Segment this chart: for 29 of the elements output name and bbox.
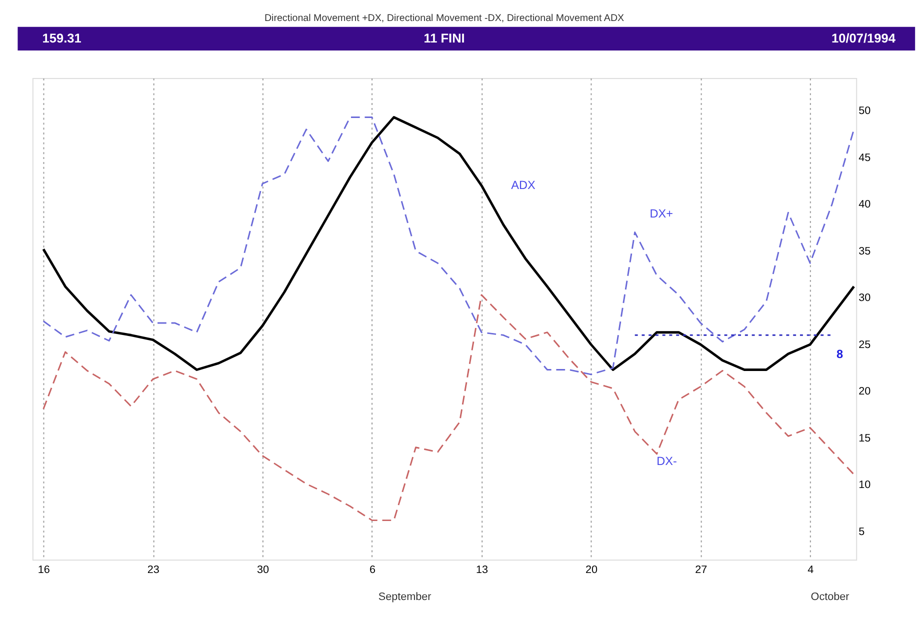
line-series [42,294,855,522]
text: 11 FINI [424,30,465,46]
y-tick-label: 40 [858,198,871,211]
y-tick-label: 25 [858,338,871,351]
x-tick-label: 4 [808,564,814,576]
annotation: DX- [656,455,677,468]
y-tick-label: 45 [858,152,871,164]
text: October [810,590,850,603]
text: 159.31 [42,30,82,46]
x-tick-label: 6 [369,564,376,576]
text: September [378,590,432,603]
x-tick-label: 16 [38,564,50,576]
y-tick-label: 15 [858,432,871,444]
y-tick-label: 10 [858,479,871,492]
text: 10/07/1994 [832,30,896,46]
x-tick-label: 20 [586,564,598,576]
x-tick-label: 30 [256,564,269,576]
x-tick-label: 27 [695,564,708,576]
y-tick-label: 5 [858,526,865,538]
y-tick-label: 35 [858,245,871,258]
annotation: 8 [836,348,844,362]
annotation: DX+ [650,208,674,221]
x-tick-label: 23 [147,564,160,576]
y-tick-label: 20 [858,386,871,398]
x-tick-label: 13 [476,564,488,576]
y-tick-label: 30 [858,292,871,304]
chart-title: Directional Movement +DX, Directional Movement -DX, Directional Movement ADX [264,12,625,24]
annotation: ADX [511,179,536,192]
y-tick-label: 50 [858,105,871,118]
